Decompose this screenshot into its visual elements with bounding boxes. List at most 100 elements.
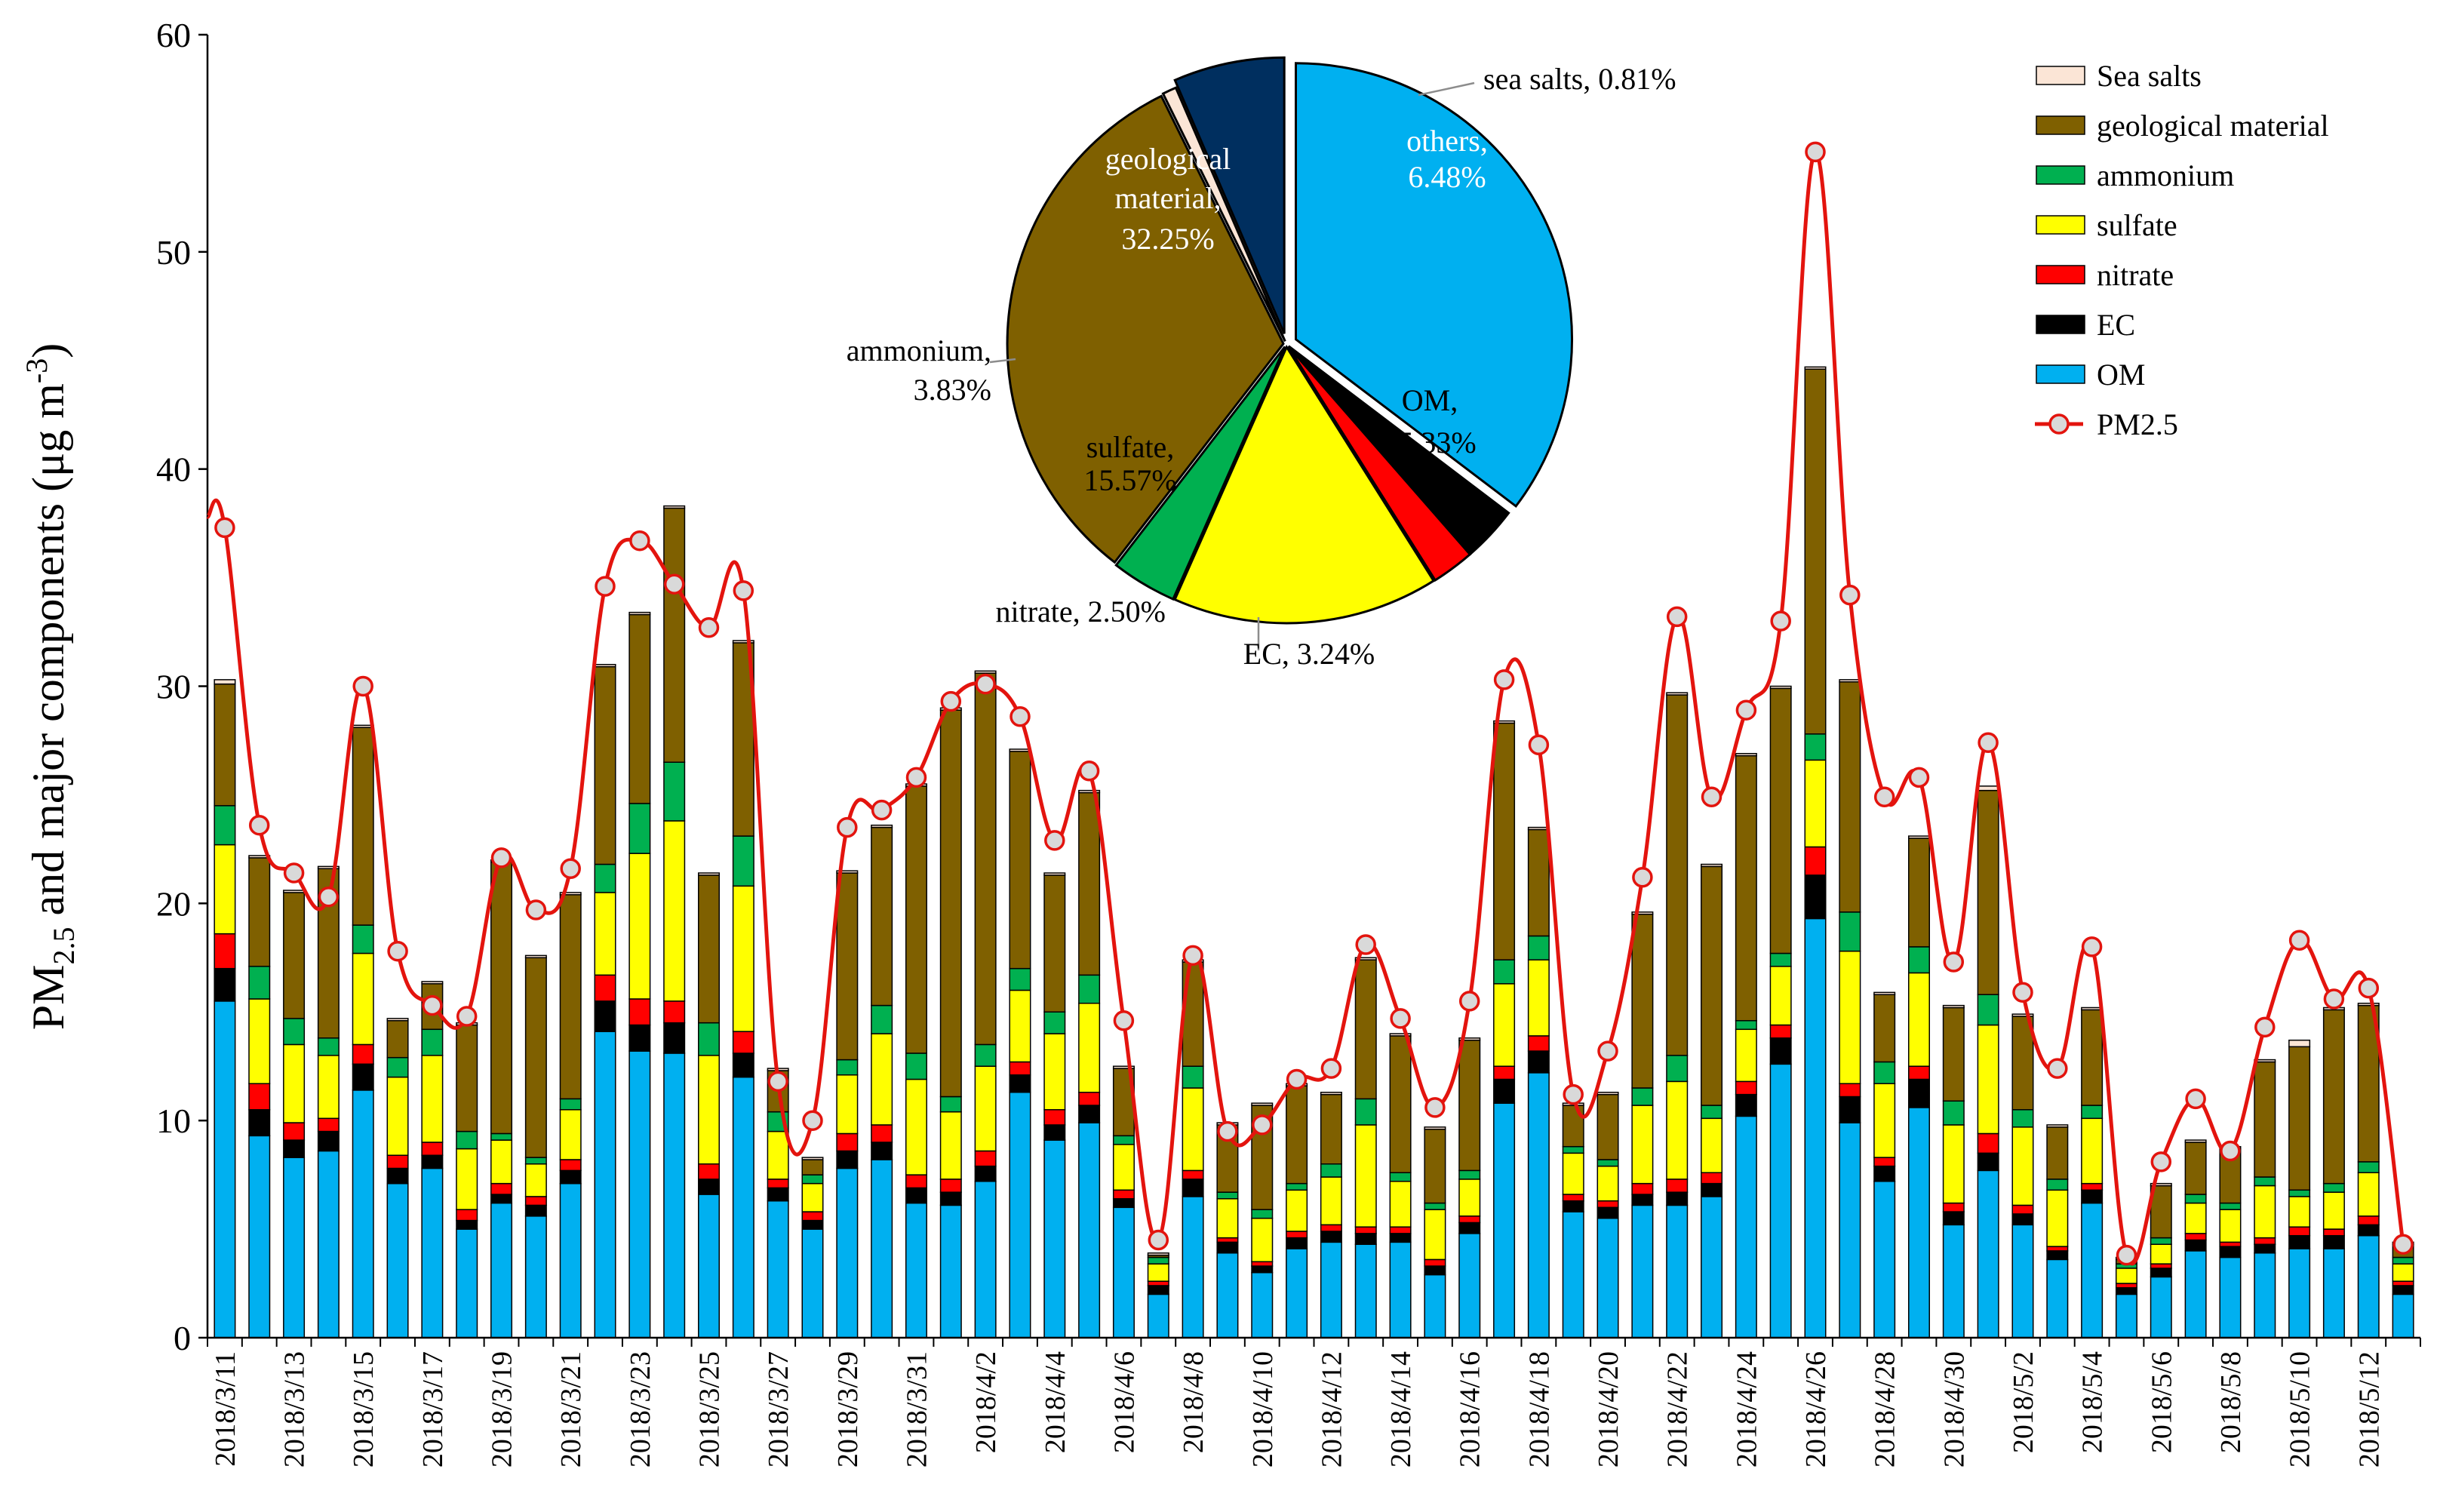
pm25-point xyxy=(905,767,927,788)
bar-segment-ammonium xyxy=(939,1096,962,1113)
bar-segment-sulfate xyxy=(1251,1217,1274,1263)
bar-segment-geological-material xyxy=(1907,837,1930,948)
bar-segment-nitrate xyxy=(1701,1172,1723,1185)
bar-segment-sea-salts xyxy=(214,679,236,685)
pm25-point xyxy=(837,816,858,838)
bar-segment-om xyxy=(594,1031,616,1338)
bar-segment-nitrate xyxy=(1320,1224,1342,1232)
bar-segment-sulfate xyxy=(1907,972,1930,1067)
x-tick-label: 2018/4/6 xyxy=(1108,1351,1140,1453)
bar-segment-sulfate xyxy=(1009,989,1031,1063)
x-tick-label: 2018/3/21 xyxy=(555,1351,587,1467)
bar-segment-nitrate xyxy=(1424,1258,1446,1267)
bar-segment-geological-material xyxy=(628,613,651,804)
bar-segment-ec xyxy=(1216,1241,1239,1254)
bar-segment-sulfate xyxy=(871,1033,893,1126)
bar-segment-sea-salts xyxy=(559,892,582,896)
bar-segment-sea-salts xyxy=(1769,685,1792,690)
bar-segment-sulfate xyxy=(456,1148,478,1210)
x-tick-label: 2018/4/18 xyxy=(1523,1351,1555,1467)
bar-segment-sea-salts xyxy=(2046,1124,2069,1128)
bar-segment-sulfate xyxy=(1804,759,1827,848)
bar-segment-ammonium xyxy=(386,1056,409,1078)
bar-segment-geological-material xyxy=(594,665,616,865)
bar-segment-ec xyxy=(628,1024,651,1052)
pm25-point xyxy=(1666,606,1688,628)
bar-segment-geological-material xyxy=(801,1159,824,1175)
x-tick-label: 2018/4/14 xyxy=(1385,1351,1417,1467)
bar-segment-geological-material xyxy=(1839,681,1861,913)
bar-segment-sulfate xyxy=(2115,1268,2137,1284)
bar-segment-geological-material xyxy=(1631,913,1654,1089)
pm25-point xyxy=(1735,699,1757,721)
bar-segment-om xyxy=(456,1228,478,1338)
bar-segment-geological-material xyxy=(1078,791,1101,976)
bar-segment-geological-material xyxy=(1873,994,1896,1063)
x-tick-label: 2018/4/12 xyxy=(1316,1351,1348,1467)
bar-segment-geological-material xyxy=(352,727,374,926)
x-tick-label: 2018/3/25 xyxy=(694,1351,726,1467)
legend-entry-label: EC xyxy=(2097,308,2135,342)
y-axis-label: PM2.5 and major components (μg m-3) xyxy=(20,343,81,1030)
bar-segment-geological-material xyxy=(1009,751,1031,970)
bar-segment-ammonium xyxy=(974,1043,997,1067)
bar-segment-sulfate xyxy=(1839,950,1861,1084)
bar-segment-sea-salts xyxy=(283,890,306,893)
pm25-point xyxy=(1978,732,1999,754)
bar-segment-ammonium xyxy=(1562,1145,1584,1154)
bar-segment-ammonium xyxy=(1147,1256,1169,1265)
pm25-point xyxy=(2150,1151,2172,1172)
bar-segment-ec xyxy=(905,1187,927,1204)
bar-segment-om xyxy=(248,1135,271,1338)
bar-segment-nitrate xyxy=(1009,1061,1031,1076)
bar-segment-ammonium xyxy=(1009,967,1031,991)
bar-segment-om xyxy=(2115,1293,2137,1338)
x-tick-label: 2018/3/27 xyxy=(763,1351,794,1467)
pie-slice-geological-material xyxy=(1006,94,1285,564)
legend-swatch-sulfate xyxy=(2036,215,2085,235)
bar-segment-sea-salts xyxy=(1977,785,1999,791)
bar-segment-geological-material xyxy=(1701,865,1723,1106)
pm25-point xyxy=(283,862,305,884)
bar-segment-sea-salts xyxy=(2357,1002,2380,1006)
bar-segment-ammonium xyxy=(1458,1169,1481,1180)
bar-segment-sulfate xyxy=(1527,959,1550,1037)
bar-segment-ec xyxy=(767,1187,789,1202)
bar-segment-om xyxy=(1182,1196,1204,1338)
y-tick-label: 30 xyxy=(156,668,191,706)
bar-segment-sulfate xyxy=(767,1130,789,1180)
bar-segment-sea-salts xyxy=(1354,957,1377,960)
y-tick-label: 0 xyxy=(174,1319,191,1357)
bar-segment-om xyxy=(2288,1248,2311,1338)
bar-segment-sulfate xyxy=(1112,1144,1135,1191)
bar-segment-sea-salts xyxy=(1493,720,1516,724)
bar-segment-geological-material xyxy=(1596,1093,1619,1160)
bar-segment-sulfate xyxy=(248,998,271,1084)
bar-segment-ammonium xyxy=(1839,911,1861,952)
bar-segment-ec xyxy=(1596,1206,1619,1219)
bar-segment-ec xyxy=(1527,1050,1550,1074)
bar-segment-sulfate xyxy=(1769,966,1792,1026)
bar-segment-nitrate xyxy=(1527,1035,1550,1052)
pm25-point xyxy=(1597,1040,1618,1062)
x-tick-label: 2018/4/26 xyxy=(1800,1351,1832,1467)
bar-segment-om xyxy=(1527,1072,1550,1338)
bar-segment-ec xyxy=(1562,1200,1584,1212)
pie-slice-nitrate xyxy=(1287,346,1472,582)
legend-entry-label: geological material xyxy=(2097,109,2329,143)
bar-segment-ammonium xyxy=(456,1130,478,1150)
bar-segment-om xyxy=(2046,1258,2069,1338)
bar-segment-om xyxy=(559,1182,582,1338)
bar-segment-om xyxy=(939,1204,962,1338)
bar-segment-nitrate xyxy=(214,933,236,970)
bar-segment-nitrate xyxy=(2184,1233,2207,1241)
bar-segment-om xyxy=(1735,1115,1757,1338)
bar-segment-nitrate xyxy=(663,1000,686,1024)
bar-segment-nitrate xyxy=(2288,1226,2311,1237)
bar-segment-ammonium xyxy=(594,863,616,893)
pie-label-EC: EC, 3.24% xyxy=(1243,637,1375,671)
pie-slice-sulfate xyxy=(1173,344,1436,625)
bar-segment-ammonium xyxy=(628,803,651,854)
bar-segment-geological-material xyxy=(1458,1039,1481,1172)
bar-segment-ammonium xyxy=(2081,1105,2104,1120)
